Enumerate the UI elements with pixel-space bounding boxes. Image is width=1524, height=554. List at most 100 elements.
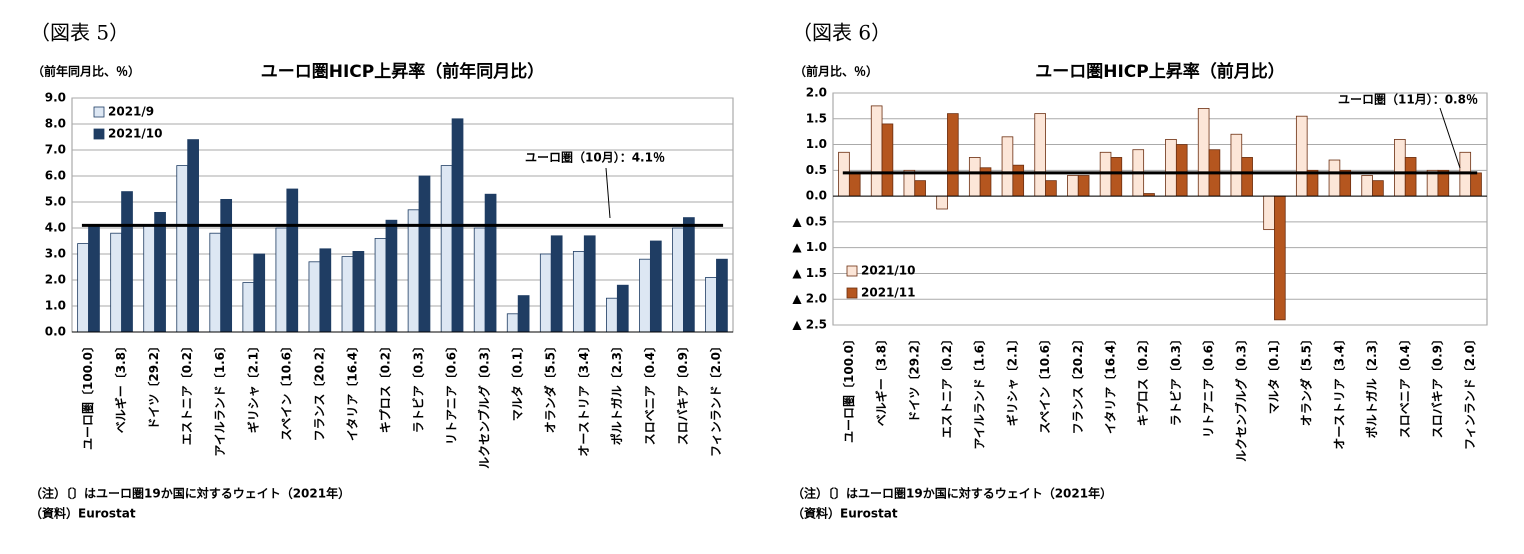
x-tick-label: イタリア〔16.4〕 [1102,333,1117,434]
bar [77,243,89,333]
plot-area [832,92,1488,326]
bar [88,224,100,333]
bar [187,139,199,333]
bar [385,219,398,333]
x-tick-label: エストニア〔0.2〕 [179,340,194,445]
x-tick-label: オーストリア〔3.4〕 [1331,333,1346,450]
y-tick-label: ▲ 0.5 [792,214,827,228]
bar [286,188,299,333]
y-tick-label: 9.0 [45,91,66,105]
bar [1263,195,1275,231]
x-tick-label: キプロス〔0.2〕 [1135,333,1150,426]
y-tick-label: 0.5 [806,163,827,177]
bar [881,123,894,197]
y-tick-label: 1.0 [806,137,827,151]
y-tick-label: ▲ 2.5 [792,318,827,332]
bar [1241,157,1253,197]
bar [1404,157,1417,197]
x-tick-label: ポルトガル〔2.3〕 [609,340,624,445]
y-unit: （前年同月比、％） [32,64,140,79]
y-tick-label: 0.0 [806,189,827,203]
x-tick-label: アイルランド〔1.6〕 [212,340,227,457]
x-tick-label: ギリシャ〔2.1〕 [1004,333,1019,426]
bar [1034,113,1046,197]
bar [649,240,662,333]
x-tick-label: アイルランド〔1.6〕 [972,333,987,450]
bar [506,313,519,333]
bar [914,180,926,197]
bar [1470,172,1482,197]
bar [253,253,266,333]
bar [1045,180,1057,197]
bar [848,172,861,197]
bar [1077,175,1090,197]
chart-title: ユーロ圏HICP上昇率（前月比） [1035,61,1285,82]
bar [870,105,883,197]
bar [936,195,948,210]
y-tick-label: 3.0 [45,247,66,261]
bar [275,227,288,333]
y-tick-label: 7.0 [45,143,66,157]
x-tick-label: スロベニア〔0.4〕 [1397,333,1412,438]
note: （注）〔〕はユーロ圏19か国に対するウェイト（2021年） [792,486,1112,501]
y-unit: （前月比、％） [794,64,878,79]
bar [143,224,156,333]
bar [473,227,486,333]
x-tick-label: ギリシャ〔2.1〕 [245,340,260,433]
bar [374,237,387,333]
bar [968,157,981,197]
bar [517,295,530,333]
bar [242,282,255,333]
legend-swatch [93,106,105,118]
x-tick-label: スペイン〔10.6〕 [278,340,293,441]
y-tick-label: ▲ 1.5 [792,266,827,280]
annotation: ユーロ圏（10月）：4.1％ [525,150,665,165]
y-tick-label: 0.0 [45,325,66,339]
figure-label: （図表 5） [30,21,129,45]
x-tick-label: ドイツ〔29.2〕 [146,340,161,430]
bar [539,253,552,333]
y-tick-label: 1.0 [45,299,66,313]
x-tick-label: ベルギー〔3.8〕 [113,340,128,433]
bar [121,191,133,333]
bar [672,227,684,333]
y-tick-label: 4.0 [45,221,66,235]
x-tick-label: ラトビア〔0.3〕 [1168,333,1183,426]
x-tick-label: スロバキア〔0.9〕 [675,340,690,445]
bar [1361,175,1373,197]
x-tick-label: ルクセンブルグ〔0.3〕 [1233,333,1248,462]
bar [418,175,431,333]
note: （資料）Eurostat [30,506,136,521]
bar [341,256,354,333]
bar [1175,144,1188,197]
legend-label: 2021/10 [861,264,915,278]
y-tick-label: ▲ 2.0 [792,292,827,306]
x-tick-label: ユーロ圏〔100.0〕 [80,340,95,450]
bar [716,258,728,333]
bar [110,232,122,333]
bar [1165,138,1177,197]
chart-title: ユーロ圏HICP上昇率（前年同月比） [261,61,545,82]
bar [176,165,189,333]
bar [550,235,563,333]
bar [352,250,365,333]
bar [319,248,332,333]
x-tick-label: スペイン〔10.6〕 [1037,333,1052,434]
bar [947,113,959,197]
bar [1012,164,1025,197]
x-tick-label: フランス〔20.2〕 [1070,333,1085,434]
bar [583,235,596,333]
bar [308,261,321,333]
x-tick-label: ルクセンブルグ〔0.3〕 [477,340,492,469]
annotation-arrow [605,167,611,219]
y-tick-label: 2.0 [806,86,827,100]
note: （注）〔〕はユーロ圏19か国に対するウェイト（2021年） [30,486,350,501]
x-tick-label: リトアニア〔0.6〕 [444,340,459,445]
bar [154,211,166,333]
bar [220,198,233,333]
x-tick-label: ユーロ圏〔100.0〕 [841,333,856,443]
bar [639,258,651,333]
bar [705,276,717,333]
bar [440,165,453,333]
